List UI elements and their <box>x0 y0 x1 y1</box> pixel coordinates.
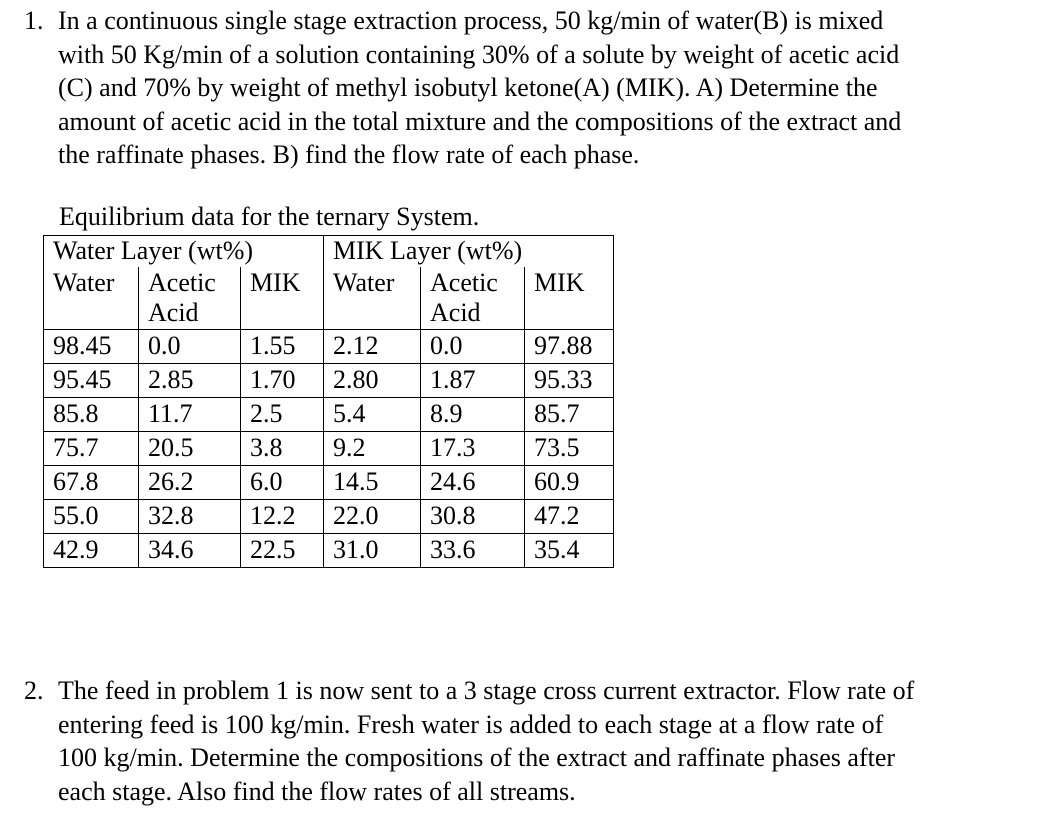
table-cell: 12.2 <box>240 499 324 534</box>
table-cell: 22.0 <box>323 499 421 534</box>
column-header-mik: MIK <box>524 267 614 330</box>
table-cell: 2.85 <box>138 363 241 398</box>
table-cell: 34.6 <box>138 533 241 568</box>
table-cell: 8.9 <box>420 397 525 432</box>
column-header-water: Water <box>43 267 139 330</box>
problem-2-line: each stage. Also find the flow rates of … <box>58 776 576 806</box>
problem-2: 2. The feed in problem 1 is now sent to … <box>24 674 1034 808</box>
table-cell: 5.4 <box>323 397 421 432</box>
table-cell: 2.80 <box>323 363 421 398</box>
table-cell: 95.45 <box>43 363 139 398</box>
problem-1: 1. In a continuous single stage extracti… <box>24 4 1034 172</box>
table-cell: 60.9 <box>524 465 614 500</box>
table-cell: 17.3 <box>420 431 525 466</box>
table-cell: 22.5 <box>240 533 324 568</box>
table-caption: Equilibrium data for the ternary System. <box>59 202 480 231</box>
table-cell: 24.6 <box>420 465 525 500</box>
column-header-mik: MIK <box>240 267 324 330</box>
table-cell: 14.5 <box>323 465 421 500</box>
table-cell: 67.8 <box>43 465 139 500</box>
table-row: 75.7 20.5 3.8 9.2 17.3 73.5 <box>43 431 614 466</box>
table-cell: 85.8 <box>43 397 139 432</box>
problem-2-line: entering feed is 100 kg/min. Fresh water… <box>58 709 884 739</box>
problem-1-line: the raffinate phases. B) find the flow r… <box>58 140 640 169</box>
problem-1-text: In a continuous single stage extraction … <box>58 4 1034 172</box>
mik-layer-group-header: MIK Layer (wt%) <box>323 235 614 267</box>
table-cell: 1.70 <box>240 363 324 398</box>
problem-1-line: with 50 Kg/min of a solution containing … <box>58 39 900 69</box>
table-cell: 32.8 <box>138 499 241 534</box>
table-cell: 11.7 <box>138 397 241 432</box>
table-cell: 30.8 <box>420 499 525 534</box>
problem-2-number: 2. <box>24 676 44 705</box>
equilibrium-table: Water Layer (wt%) MIK Layer (wt%) Water … <box>43 235 614 568</box>
column-header-water: Water <box>323 267 421 330</box>
problem-2-line: 100 kg/min. Determine the compositions o… <box>58 743 896 772</box>
table-cell: 55.0 <box>43 499 139 534</box>
table-row: 55.0 32.8 12.2 22.0 30.8 47.2 <box>43 499 614 534</box>
table-cell: 42.9 <box>43 533 139 568</box>
table-row: 85.8 11.7 2.5 5.4 8.9 85.7 <box>43 397 614 432</box>
table-row: 67.8 26.2 6.0 14.5 24.6 60.9 <box>43 465 614 500</box>
table-cell: 9.2 <box>323 431 421 466</box>
table-cell: 75.7 <box>43 431 139 466</box>
column-header-acetic-acid: Acetic Acid <box>420 267 525 330</box>
table-cell: 2.12 <box>323 329 421 364</box>
table-row: 95.45 2.85 1.70 2.80 1.87 95.33 <box>43 363 614 398</box>
table-cell: 6.0 <box>240 465 324 500</box>
table-cell: 85.7 <box>524 397 614 432</box>
problem-1-line: In a continuous single stage extraction … <box>58 6 884 35</box>
table-cell: 1.87 <box>420 363 525 398</box>
water-layer-group-header: Water Layer (wt%) <box>43 235 324 267</box>
column-header-acetic-acid: Acetic Acid <box>138 267 241 330</box>
table-cell: 26.2 <box>138 465 241 500</box>
table-group-header-row: Water Layer (wt%) MIK Layer (wt%) <box>43 235 614 267</box>
table-cell: 35.4 <box>524 533 614 568</box>
problem-1-line: (C) and 70% by weight of methyl isobutyl… <box>58 73 878 102</box>
table-cell: 2.5 <box>240 397 324 432</box>
table-cell: 47.2 <box>524 499 614 534</box>
problem-1-line: amount of acetic acid in the total mixtu… <box>58 106 902 136</box>
table-cell: 3.8 <box>240 431 324 466</box>
table-cell: 0.0 <box>138 329 241 364</box>
table-column-header-row: Water Acetic Acid MIK Water Acetic Acid MI… <box>43 267 614 330</box>
table-cell: 33.6 <box>420 533 525 568</box>
table-cell: 0.0 <box>420 329 525 364</box>
table-row: 42.9 34.6 22.5 31.0 33.6 35.4 <box>43 533 614 568</box>
table-cell: 97.88 <box>524 329 614 364</box>
table-cell: 73.5 <box>524 431 614 466</box>
problem-1-number: 1. <box>24 6 44 35</box>
table-cell: 31.0 <box>323 533 421 568</box>
table-cell: 1.55 <box>240 329 324 364</box>
problem-2-line: The feed in problem 1 is now sent to a 3… <box>58 676 915 705</box>
table-cell: 95.33 <box>524 363 614 398</box>
table-cell: 98.45 <box>43 329 139 364</box>
problem-2-text: The feed in problem 1 is now sent to a 3… <box>58 674 1034 808</box>
table-row: 98.45 0.0 1.55 2.12 0.0 97.88 <box>43 329 614 364</box>
table-cell: 20.5 <box>138 431 241 466</box>
